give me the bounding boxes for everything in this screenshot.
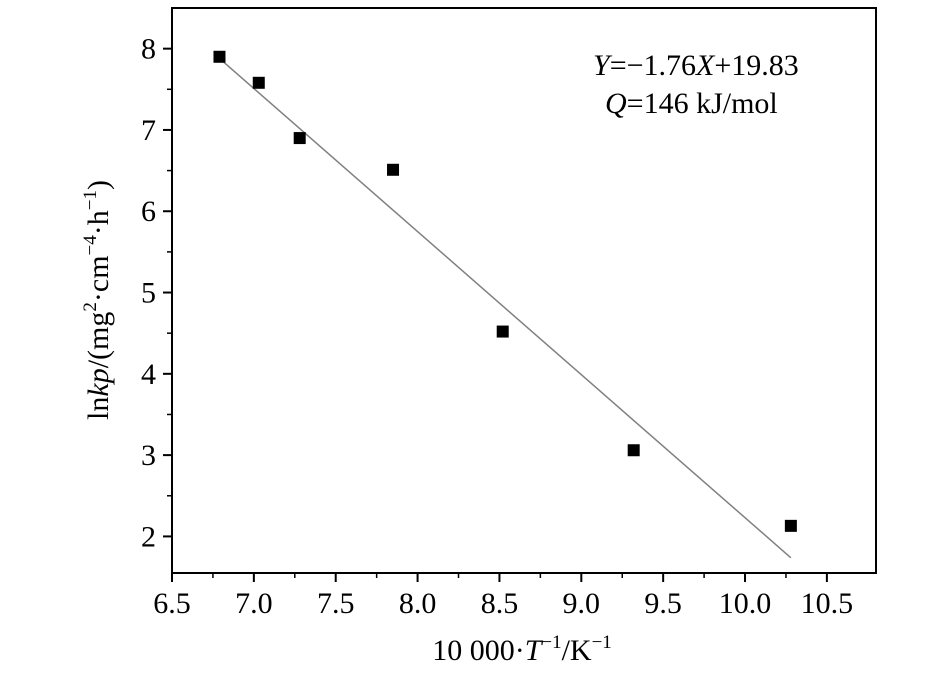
fit-line-layer — [218, 57, 792, 559]
data-point — [213, 50, 226, 63]
data-points-layer — [213, 50, 797, 532]
equation-annotation: Y=−1.76X+19.83 — [593, 49, 799, 82]
y-tick-label: 2 — [141, 520, 156, 553]
ticks-layer: 6.5 7.0 7.5 8.0 8.5 9.0 9.5 10.0 10.5 2 3 4 5 6 7 8 — [141, 33, 853, 620]
activation-energy-annotation: Q=146 kJ/mol — [605, 87, 778, 120]
y-tick-label: 3 — [141, 439, 156, 472]
plot-frame — [171, 7, 877, 574]
x-tick-label: 10.0 — [719, 587, 772, 620]
x-tick-label: 10.5 — [801, 587, 854, 620]
data-point — [496, 325, 509, 338]
x-tick-label: 9.5 — [644, 587, 682, 620]
plot-frame-layer — [171, 7, 877, 574]
y-tick-label: 4 — [141, 358, 156, 391]
x-tick-label: 8.0 — [399, 587, 437, 620]
y-tick-label: 8 — [141, 33, 156, 66]
x-tick-label: 9.0 — [563, 587, 601, 620]
data-point — [252, 76, 265, 89]
y-tick-label: 5 — [141, 277, 156, 310]
data-point — [627, 444, 640, 457]
data-point — [784, 519, 797, 532]
x-axis-title: 10 000·T−1/K−1 — [432, 632, 612, 667]
data-point — [293, 132, 306, 145]
y-tick-label: 6 — [141, 195, 156, 228]
x-tick-label: 8.5 — [481, 587, 519, 620]
fit-line — [218, 57, 792, 559]
x-tick-label: 6.5 — [153, 587, 191, 620]
y-axis-title: lnkp/(mg2·cm−4·h−1) — [80, 180, 115, 420]
y-tick-label: 7 — [141, 114, 156, 147]
data-point — [387, 163, 400, 176]
x-tick-label: 7.5 — [317, 587, 355, 620]
x-tick-label: 7.0 — [235, 587, 273, 620]
